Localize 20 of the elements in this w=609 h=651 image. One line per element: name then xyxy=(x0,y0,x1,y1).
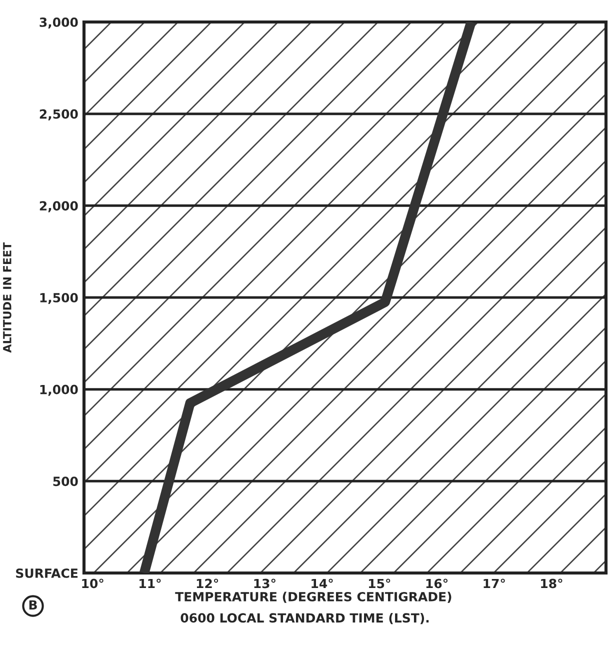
y-tick-label: SURFACE xyxy=(16,568,78,578)
y-tick-label: 2,500 xyxy=(40,109,78,120)
x-tick-label: 17° xyxy=(484,578,505,588)
y-tick-label: 3,000 xyxy=(40,17,78,29)
y-tick-label: 1,500 xyxy=(40,292,78,304)
x-tick-label: 14° xyxy=(312,578,333,588)
x-tick-label: 16° xyxy=(426,578,448,588)
x-tick-label: 12° xyxy=(196,578,218,588)
x-tick-label: 18° xyxy=(541,578,562,588)
x-tick-label: 10° xyxy=(82,578,104,588)
y-tick-label: 1,000 xyxy=(40,384,78,396)
x-tick-label: 11° xyxy=(140,578,161,588)
x-axis-title: TEMPERATURE (DEGREES CENTIGRADE) xyxy=(175,592,452,603)
y-axis-title: ALTITUDE IN FEET xyxy=(3,242,12,353)
x-tick-label: 13° xyxy=(254,578,276,588)
text: 0600 LOCAL STANDARD TIME (LST). xyxy=(180,612,429,624)
y-tick-label: 500 xyxy=(53,476,78,486)
y-tick-label: 2,000 xyxy=(40,201,78,212)
text: B xyxy=(29,600,37,610)
x-tick-label: 15° xyxy=(369,578,390,588)
